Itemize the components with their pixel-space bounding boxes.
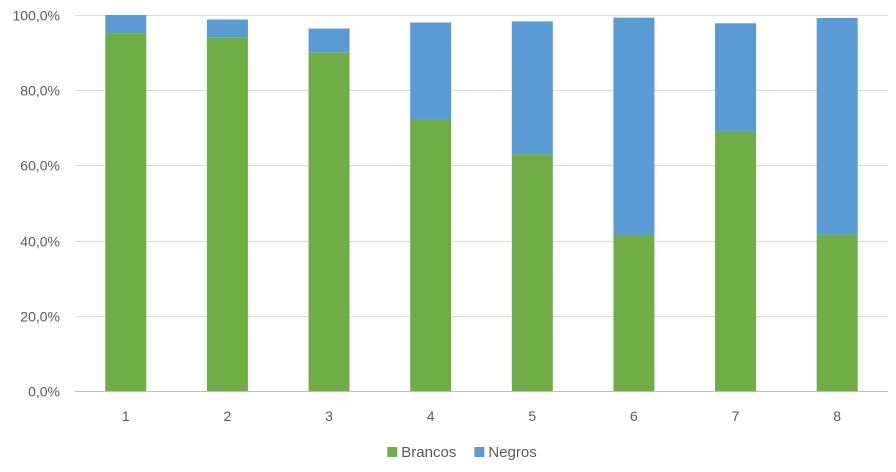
bar-negros-5 bbox=[511, 21, 553, 155]
legend-item-negros: Negros bbox=[474, 444, 537, 461]
y-tick-label: 80,0% bbox=[20, 83, 60, 99]
bar-brancos-2 bbox=[206, 37, 248, 392]
y-tick-label: 20,0% bbox=[20, 309, 60, 325]
bar-brancos-1 bbox=[105, 33, 147, 391]
x-tick-label: 3 bbox=[325, 408, 333, 424]
x-tick-label: 6 bbox=[630, 408, 638, 424]
x-tick-label: 5 bbox=[528, 408, 536, 424]
bar-negros-3 bbox=[308, 28, 350, 53]
bar-brancos-6 bbox=[613, 234, 655, 391]
bar-negros-7 bbox=[715, 23, 757, 132]
bars bbox=[105, 15, 858, 392]
legend: Brancos Negros bbox=[387, 444, 537, 461]
legend-label: Negros bbox=[488, 444, 536, 461]
bar-negros-8 bbox=[816, 18, 858, 235]
bar-brancos-3 bbox=[308, 52, 350, 391]
bar-negros-1 bbox=[105, 15, 147, 34]
x-tick-label: 8 bbox=[833, 408, 841, 424]
x-axis-tick-labels: 1 2 3 4 5 6 7 8 bbox=[122, 408, 841, 424]
bar-brancos-4 bbox=[410, 119, 452, 391]
bar-negros-2 bbox=[206, 19, 248, 38]
y-axis-tick-labels: 0,0% 20,0% 40,0% 60,0% 80,0% 100,0% bbox=[13, 8, 60, 400]
x-tick-label: 2 bbox=[224, 408, 232, 424]
gridlines bbox=[75, 15, 888, 392]
x-tick-label: 4 bbox=[427, 408, 435, 424]
legend-swatch bbox=[387, 447, 398, 457]
y-tick-label: 100,0% bbox=[13, 8, 60, 24]
bar-brancos-8 bbox=[816, 234, 858, 391]
bar-negros-6 bbox=[613, 17, 655, 235]
legend-swatch bbox=[474, 447, 485, 457]
x-tick-label: 7 bbox=[732, 408, 740, 424]
y-tick-label: 60,0% bbox=[20, 158, 60, 174]
y-tick-label: 0,0% bbox=[28, 384, 60, 400]
legend-label: Brancos bbox=[401, 444, 456, 461]
x-tick-label: 1 bbox=[122, 408, 130, 424]
bar-brancos-7 bbox=[715, 131, 757, 391]
bar-negros-4 bbox=[410, 22, 452, 120]
bar-brancos-5 bbox=[511, 154, 553, 391]
y-tick-label: 40,0% bbox=[20, 234, 60, 250]
legend-item-brancos: Brancos bbox=[387, 444, 456, 461]
